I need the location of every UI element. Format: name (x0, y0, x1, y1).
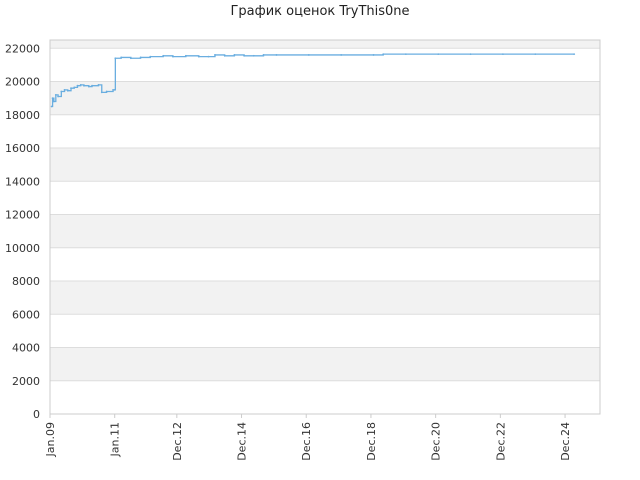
data-point (120, 56, 123, 59)
y-tick-label: 0 (33, 408, 40, 421)
data-point (70, 87, 72, 90)
y-tick-label: 22000 (5, 42, 40, 55)
x-tick-label: Dec.18 (365, 422, 378, 461)
x-tick-label: Dec.12 (171, 422, 184, 461)
background-band (50, 48, 600, 82)
data-point (73, 86, 76, 89)
data-point (60, 90, 63, 93)
data-point (113, 88, 116, 91)
y-tick-label: 18000 (5, 109, 40, 122)
data-point (404, 53, 407, 56)
data-point (100, 91, 103, 94)
data-point (63, 88, 66, 91)
y-tick-label: 16000 (5, 142, 40, 155)
x-tick-label: Jan.09 (44, 422, 57, 457)
y-tick-labels: 0 2000 4000 6000 8000 10000 12000 14000 16000 180… (5, 42, 40, 421)
background-band (50, 380, 600, 414)
data-point (534, 53, 537, 56)
data-point (83, 84, 85, 87)
background-band (50, 314, 600, 348)
y-tick-label: 2000 (12, 375, 40, 388)
y-tick-label: 14000 (5, 175, 40, 188)
data-point (129, 57, 132, 60)
data-point (112, 88, 114, 91)
data-point (139, 56, 142, 59)
data-point (502, 53, 504, 56)
background-bands (50, 40, 600, 414)
background-band (50, 281, 600, 315)
data-point (223, 54, 226, 57)
axes (49, 39, 601, 418)
data-point (105, 90, 108, 93)
data-point (275, 54, 278, 56)
y-tick-label: 4000 (12, 342, 40, 355)
x-tick-label: Dec.20 (430, 422, 443, 461)
x-tick-label: Dec.24 (559, 422, 572, 461)
data-point (50, 105, 53, 108)
data-point (91, 84, 93, 87)
background-band (50, 214, 600, 248)
data-point (54, 93, 57, 96)
data-point (172, 55, 174, 58)
data-point (97, 83, 100, 86)
background-band (50, 148, 600, 182)
data-point (66, 89, 69, 92)
data-point (57, 95, 59, 98)
data-point (87, 85, 90, 88)
x-tick-label: Jan.11 (109, 422, 122, 457)
data-point (372, 54, 375, 56)
background-band (50, 81, 600, 115)
data-point (197, 55, 200, 58)
y-tick-label: 8000 (12, 275, 40, 288)
y-tick-label: 10000 (5, 242, 40, 255)
data-point (340, 54, 343, 56)
data-point (233, 54, 236, 56)
plot-frame (49, 39, 601, 415)
data-point (76, 84, 79, 87)
x-tick-labels: Jan.09 Jan.11 Dec.12 Dec.14 Dec.16 Dec.18 Dec.… (44, 422, 572, 461)
data-point (573, 53, 576, 56)
data-point (184, 54, 187, 57)
data-point (149, 55, 152, 58)
y-tick-label: 6000 (12, 308, 40, 321)
background-band (50, 347, 600, 381)
series-group (50, 53, 576, 108)
data-point (114, 57, 117, 60)
data-point (52, 100, 55, 103)
background-band (50, 181, 600, 215)
y-tick-label: 12000 (5, 209, 40, 222)
data-point (214, 54, 216, 56)
x-tick-label: Dec.16 (300, 422, 313, 461)
x-tick-label: Dec.14 (236, 422, 249, 461)
data-point (79, 83, 82, 86)
x-tick-label: Dec.22 (494, 422, 507, 461)
background-band (50, 114, 600, 149)
data-point (437, 53, 440, 56)
data-point (162, 54, 165, 57)
data-point (382, 53, 385, 56)
data-point (252, 54, 255, 57)
data-point (207, 55, 210, 58)
data-point (51, 97, 54, 100)
data-point (243, 54, 246, 57)
background-band (50, 40, 600, 49)
data-point (307, 54, 310, 56)
background-band (50, 247, 600, 282)
data-point (262, 54, 265, 56)
y-tick-label: 20000 (5, 76, 40, 89)
chart-title: График оценок TryThis0ne (230, 4, 410, 19)
data-point (469, 53, 472, 56)
